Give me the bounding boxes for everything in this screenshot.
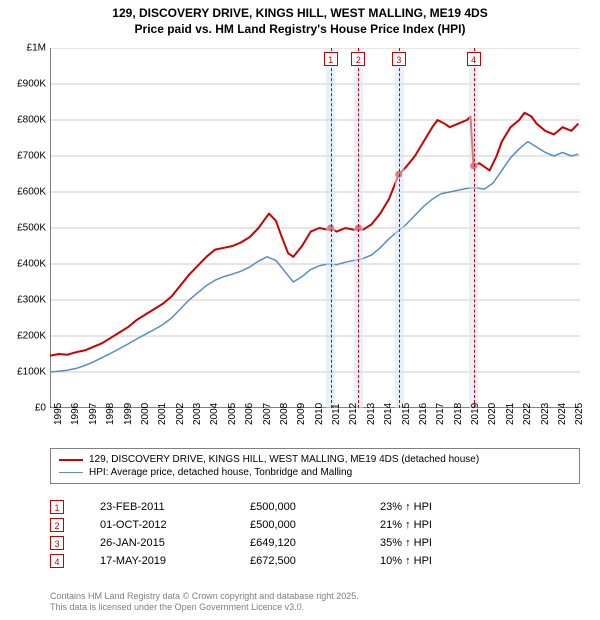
y-tick-label: £600K xyxy=(2,187,46,198)
y-tick-label: £100K xyxy=(2,367,46,378)
legend-label: 129, DISCOVERY DRIVE, KINGS HILL, WEST M… xyxy=(89,454,479,465)
sale-marker-4: 4 xyxy=(467,52,481,66)
sale-row: 2 01-OCT-2012£500,00021% ↑ HPI xyxy=(50,516,580,534)
sale-index-box: 1 xyxy=(50,500,64,514)
sale-marker-1: 1 xyxy=(324,52,338,66)
x-tick-label: 2019 xyxy=(470,403,481,425)
x-tick-label: 2021 xyxy=(505,403,516,425)
sale-price: £649,120 xyxy=(250,537,380,549)
sale-hpi-diff: 35% ↑ HPI xyxy=(380,537,580,549)
x-tick-label: 2018 xyxy=(453,403,464,425)
x-tick-label: 2023 xyxy=(540,403,551,425)
x-tick-label: 2014 xyxy=(383,403,394,425)
plot-area: £0£100K£200K£300K£400K£500K£600K£700K£80… xyxy=(50,48,580,408)
x-tick-label: 2003 xyxy=(192,403,203,425)
sale-hpi-diff: 23% ↑ HPI xyxy=(380,501,580,513)
x-tick-label: 2000 xyxy=(140,403,151,425)
x-tick-label: 2012 xyxy=(348,403,359,425)
chart-container: 129, DISCOVERY DRIVE, KINGS HILL, WEST M… xyxy=(0,0,600,620)
sale-dashed-line xyxy=(399,48,400,408)
x-tick-label: 2008 xyxy=(279,403,290,425)
x-tick-label: 2011 xyxy=(331,403,342,425)
sale-price: £672,500 xyxy=(250,555,380,567)
sale-dashed-line xyxy=(358,48,359,408)
sale-row: 4 17-MAY-2019£672,50010% ↑ HPI xyxy=(50,552,580,570)
sale-price: £500,000 xyxy=(250,519,380,531)
x-tick-label: 2015 xyxy=(401,403,412,425)
x-tick-label: 2004 xyxy=(209,403,220,425)
x-tick-label: 1998 xyxy=(105,403,116,425)
footer-line-2: This data is licensed under the Open Gov… xyxy=(50,602,359,614)
sale-hpi-diff: 10% ↑ HPI xyxy=(380,555,580,567)
legend: 129, DISCOVERY DRIVE, KINGS HILL, WEST M… xyxy=(50,448,580,484)
sale-row: 3 26-JAN-2015£649,12035% ↑ HPI xyxy=(50,534,580,552)
sale-marker-3: 3 xyxy=(392,52,406,66)
y-tick-label: £200K xyxy=(2,331,46,342)
x-tick-label: 2020 xyxy=(487,403,498,425)
sale-row: 1 23-FEB-2011£500,00023% ↑ HPI xyxy=(50,498,580,516)
x-tick-label: 2024 xyxy=(557,403,568,425)
title-line-2: Price paid vs. HM Land Registry's House … xyxy=(0,22,600,38)
sale-index-box: 4 xyxy=(50,554,64,568)
footer-line-1: Contains HM Land Registry data © Crown c… xyxy=(50,591,359,603)
x-tick-label: 2002 xyxy=(175,403,186,425)
x-tick-label: 2022 xyxy=(522,403,533,425)
sale-date: 26-JAN-2015 xyxy=(100,537,250,549)
y-tick-label: £900K xyxy=(2,79,46,90)
sale-date: 01-OCT-2012 xyxy=(100,519,250,531)
y-tick-label: £300K xyxy=(2,295,46,306)
x-tick-label: 2006 xyxy=(244,403,255,425)
x-tick-label: 2013 xyxy=(366,403,377,425)
footer-attribution: Contains HM Land Registry data © Crown c… xyxy=(50,591,359,614)
x-tick-label: 1997 xyxy=(88,403,99,425)
legend-label: HPI: Average price, detached house, Tonb… xyxy=(89,467,352,478)
x-tick-label: 2010 xyxy=(314,403,325,425)
title-line-1: 129, DISCOVERY DRIVE, KINGS HILL, WEST M… xyxy=(0,6,600,22)
y-tick-label: £0 xyxy=(2,403,46,414)
x-tick-label: 2005 xyxy=(227,403,238,425)
x-tick-label: 2016 xyxy=(418,403,429,425)
sale-hpi-diff: 21% ↑ HPI xyxy=(380,519,580,531)
sale-dashed-line xyxy=(331,48,332,408)
legend-swatch xyxy=(59,472,83,474)
y-tick-label: £1M xyxy=(2,43,46,54)
legend-item: 129, DISCOVERY DRIVE, KINGS HILL, WEST M… xyxy=(59,453,571,466)
y-tick-label: £800K xyxy=(2,115,46,126)
sale-marker-2: 2 xyxy=(351,52,365,66)
sale-price: £500,000 xyxy=(250,501,380,513)
sale-date: 23-FEB-2011 xyxy=(100,501,250,513)
x-tick-label: 2017 xyxy=(435,403,446,425)
legend-item: HPI: Average price, detached house, Tonb… xyxy=(59,466,571,479)
x-tick-label: 1999 xyxy=(123,403,134,425)
sales-table: 1 23-FEB-2011£500,00023% ↑ HPI 2 01-OCT-201… xyxy=(50,498,580,570)
x-tick-label: 2025 xyxy=(574,403,585,425)
sale-index-box: 2 xyxy=(50,518,64,532)
x-tick-label: 1996 xyxy=(70,403,81,425)
sale-dashed-line xyxy=(474,48,475,408)
y-tick-label: £400K xyxy=(2,259,46,270)
plot-svg xyxy=(50,48,580,408)
sale-index-box: 3 xyxy=(50,536,64,550)
x-tick-label: 2009 xyxy=(296,403,307,425)
x-tick-label: 2007 xyxy=(262,403,273,425)
legend-swatch xyxy=(59,459,83,461)
y-tick-label: £700K xyxy=(2,151,46,162)
y-tick-label: £500K xyxy=(2,223,46,234)
x-tick-label: 1995 xyxy=(53,403,64,425)
sale-date: 17-MAY-2019 xyxy=(100,555,250,567)
chart-title: 129, DISCOVERY DRIVE, KINGS HILL, WEST M… xyxy=(0,0,600,37)
x-tick-label: 2001 xyxy=(157,403,168,425)
